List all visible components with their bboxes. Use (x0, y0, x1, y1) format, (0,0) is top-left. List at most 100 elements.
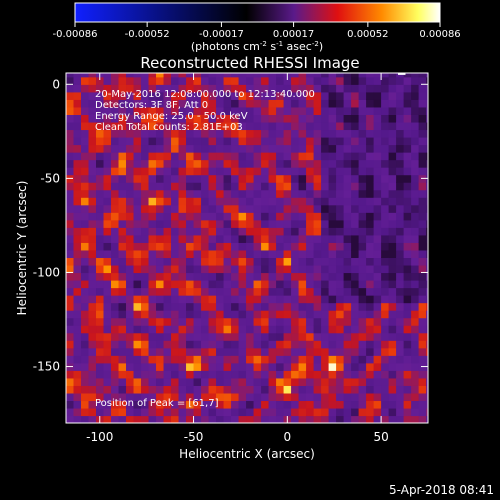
y-tick-label: -100 (33, 265, 60, 279)
heatmap-cell (418, 91, 427, 100)
heatmap-cell (336, 152, 345, 161)
heatmap-cell (396, 347, 405, 356)
heatmap-cell (253, 295, 262, 304)
heatmap-cell (126, 264, 135, 274)
heatmap-cell (246, 219, 255, 228)
heatmap-cell (388, 136, 397, 146)
heatmap-cell (321, 415, 330, 423)
heatmap-cell (88, 242, 97, 251)
heatmap-cell (261, 189, 270, 198)
heatmap-cell (231, 204, 240, 213)
heatmap-cell (381, 362, 390, 371)
heatmap-cell (216, 362, 225, 371)
heatmap-cell (126, 197, 135, 206)
heatmap-cell (193, 407, 202, 417)
heatmap-cell (81, 174, 90, 183)
heatmap-cell (238, 106, 247, 115)
heatmap-cell (66, 272, 75, 281)
heatmap-cell (366, 129, 375, 138)
heatmap-cell (403, 362, 412, 371)
heatmap-cell (321, 249, 330, 259)
heatmap-cell (73, 136, 82, 146)
heatmap-cell (193, 279, 202, 289)
heatmap-cell (223, 114, 232, 123)
heatmap-cell (133, 264, 142, 274)
heatmap-cell (283, 114, 292, 123)
heatmap-cell (283, 197, 292, 206)
heatmap-cell (291, 91, 300, 100)
heatmap-cell (283, 340, 292, 349)
heatmap-cell (351, 264, 360, 274)
heatmap-cell (111, 400, 120, 409)
heatmap-cell (418, 167, 427, 176)
heatmap-cell (111, 159, 120, 168)
heatmap-cell (103, 264, 112, 274)
heatmap-cell (201, 204, 210, 213)
heatmap-cell (141, 91, 150, 100)
heatmap-cell (81, 370, 90, 379)
heatmap-cell (148, 182, 157, 191)
heatmap-cell (216, 415, 225, 423)
heatmap-cell (96, 144, 105, 153)
heatmap-cell (231, 392, 240, 402)
heatmap-cell (366, 144, 375, 153)
heatmap-cell (313, 385, 322, 394)
heatmap-cell (178, 197, 187, 206)
heatmap-cell (148, 219, 157, 228)
heatmap-cell (328, 407, 337, 417)
heatmap-cell (381, 370, 390, 379)
heatmap-cell (313, 76, 322, 85)
heatmap-cell (148, 121, 157, 131)
heatmap-cell (373, 302, 382, 311)
heatmap-cell (73, 189, 82, 198)
heatmap-cell (163, 362, 172, 371)
heatmap-cell (261, 272, 270, 281)
heatmap-cell (388, 91, 397, 100)
heatmap-cell (396, 91, 405, 100)
heatmap-cell (126, 279, 135, 289)
heatmap-cell (118, 355, 127, 364)
heatmap-cell (111, 287, 120, 296)
heatmap-cell (351, 302, 360, 311)
heatmap-cell (313, 400, 322, 409)
heatmap-cell (88, 257, 97, 266)
heatmap-cell (418, 279, 427, 289)
heatmap-cell (283, 249, 292, 259)
heatmap-cell (298, 302, 307, 311)
heatmap-cell (426, 355, 428, 364)
heatmap-cell (276, 295, 285, 304)
heatmap-cell (336, 159, 345, 168)
heatmap-cell (358, 121, 367, 131)
heatmap-cell (223, 174, 232, 183)
heatmap-cell (246, 242, 255, 251)
heatmap-cell (261, 370, 270, 379)
heatmap-cell (246, 272, 255, 281)
heatmap-cell (216, 310, 225, 319)
heatmap-cell (118, 317, 127, 326)
heatmap-cell (343, 136, 352, 146)
heatmap-cell (313, 325, 322, 334)
heatmap-cell (291, 182, 300, 191)
heatmap-cell (163, 317, 172, 326)
heatmap-cell (291, 159, 300, 168)
heatmap-cell (351, 377, 360, 386)
heatmap-cell (178, 400, 187, 409)
heatmap-cell (103, 227, 112, 236)
heatmap-cell (133, 152, 142, 161)
heatmap-cell (178, 272, 187, 281)
heatmap-cell (343, 197, 352, 206)
heatmap-cell (118, 347, 127, 356)
heatmap-cell (238, 279, 247, 289)
heatmap-cell (343, 152, 352, 161)
heatmap-cell (201, 325, 210, 334)
heatmap-cell (298, 76, 307, 85)
heatmap-cell (163, 302, 172, 311)
heatmap-cell (366, 279, 375, 289)
heatmap-cell (366, 370, 375, 379)
heatmap-cell (208, 407, 217, 417)
heatmap-cell (351, 325, 360, 334)
heatmap-cell (81, 310, 90, 319)
heatmap-cell (321, 272, 330, 281)
heatmap-cell (201, 136, 210, 146)
heatmap-cell (96, 340, 105, 349)
